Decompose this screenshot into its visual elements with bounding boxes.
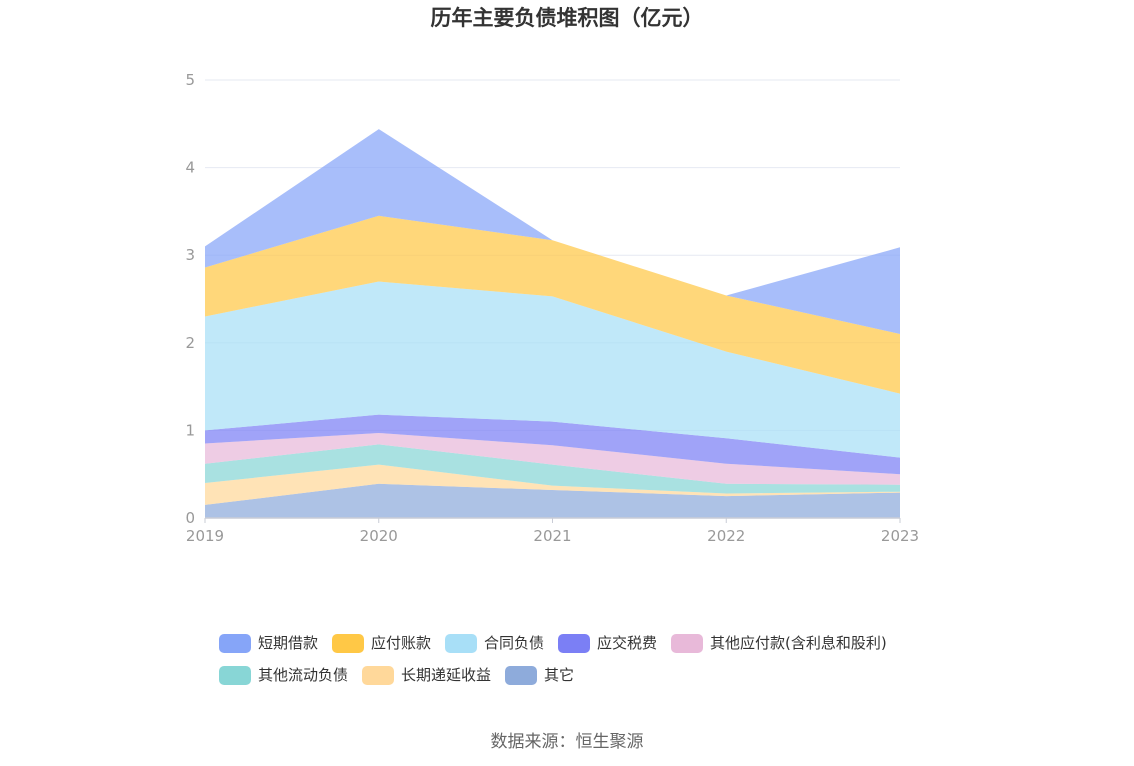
x-tick-label: 2022 xyxy=(707,527,745,545)
y-tick-label: 5 xyxy=(185,71,195,89)
chart-title: 历年主要负债堆积图（亿元） xyxy=(431,6,704,30)
series-area xyxy=(205,444,900,494)
series-area xyxy=(205,483,900,518)
series-areas xyxy=(205,129,900,518)
legend-label: 合同负债 xyxy=(484,634,544,652)
legend-swatch xyxy=(671,634,703,653)
legend-swatch xyxy=(558,634,590,653)
series-area xyxy=(205,464,900,505)
legend-swatch xyxy=(219,634,251,653)
legend-swatch xyxy=(445,634,477,653)
axes: 0 1 2 3 4 5 2019 2020 2021 2022 2023 xyxy=(185,71,919,545)
legend-label: 应付账款 xyxy=(371,634,431,652)
series-area xyxy=(205,129,900,334)
legend-item[interactable]: 应付账款 xyxy=(332,634,431,653)
legend-label: 其它 xyxy=(544,666,574,684)
legend-item[interactable]: 其他应付款(含利息和股利) xyxy=(671,634,887,653)
legend-label: 短期借款 xyxy=(258,634,318,652)
legend: 短期借款 应付账款 合同负债 应交税费 其他应付款(含利息和股利) 其他流动负债 长期递延收… xyxy=(219,634,887,685)
y-tick-label: 0 xyxy=(185,509,195,527)
y-tick-label: 3 xyxy=(185,246,195,264)
legend-item[interactable]: 长期递延收益 xyxy=(362,666,491,685)
legend-label: 长期递延收益 xyxy=(401,666,491,684)
legend-item[interactable]: 其他流动负债 xyxy=(219,666,348,685)
legend-item[interactable]: 其它 xyxy=(505,666,574,685)
series-area xyxy=(205,281,900,458)
legend-label: 应交税费 xyxy=(597,634,657,652)
series-area xyxy=(205,414,900,475)
legend-item[interactable]: 合同负债 xyxy=(445,634,544,653)
legend-item[interactable]: 短期借款 xyxy=(219,634,318,653)
y-tick-label: 2 xyxy=(185,334,195,352)
legend-item[interactable]: 应交税费 xyxy=(558,634,657,653)
data-source: 数据来源：恒生聚源 xyxy=(491,732,644,752)
y-tick-label: 4 xyxy=(185,159,195,177)
legend-label: 其他流动负债 xyxy=(258,666,348,684)
legend-swatch xyxy=(219,666,251,685)
x-tick-label: 2019 xyxy=(186,527,224,545)
series-area xyxy=(205,433,900,485)
legend-label: 其他应付款(含利息和股利) xyxy=(710,634,887,652)
legend-swatch xyxy=(505,666,537,685)
x-tick-label: 2023 xyxy=(881,527,919,545)
series-area xyxy=(205,215,900,394)
legend-swatch xyxy=(362,666,394,685)
x-tick-label: 2021 xyxy=(533,527,571,545)
legend-swatch xyxy=(332,634,364,653)
y-tick-label: 1 xyxy=(185,421,195,439)
x-tick-label: 2020 xyxy=(360,527,398,545)
